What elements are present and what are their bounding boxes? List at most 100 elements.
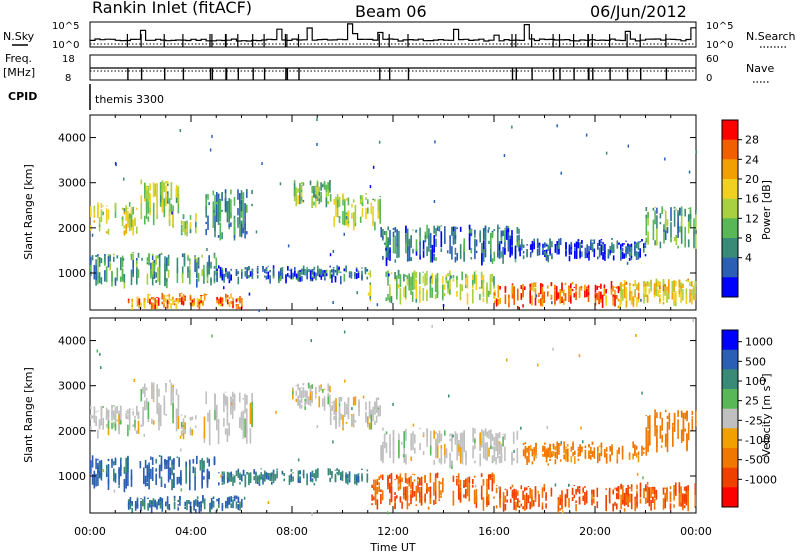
power-cell: [466, 292, 469, 305]
power-cell: [128, 218, 131, 232]
velocity-cell: [184, 429, 186, 434]
power-cell: [452, 279, 455, 282]
power-cell: [415, 280, 418, 294]
velocity-cell: [682, 494, 684, 502]
power-cell: [509, 239, 511, 258]
power-cell: [604, 243, 606, 247]
freq-label: Freq.: [5, 52, 32, 65]
power-cell: [438, 225, 441, 227]
velocity-cell: [398, 440, 400, 459]
power-cell: [630, 243, 633, 246]
velocity-cell: [168, 504, 171, 510]
power-cell: [322, 184, 324, 188]
velocity-cell: [493, 474, 495, 484]
velocity-cell: [565, 454, 567, 462]
velocity-cell: [639, 482, 642, 491]
velocity-colorbar-segment: [722, 369, 738, 390]
velocity-cell: [559, 459, 562, 462]
velocity-cell: [482, 479, 485, 486]
power-cell: [598, 291, 600, 304]
power-cell: [435, 257, 437, 261]
power-cell: [121, 207, 124, 210]
power-cell: [113, 256, 115, 262]
power-cell: [151, 261, 154, 275]
power-cell: [575, 291, 577, 297]
power-cell: [241, 269, 243, 272]
power-cell: [367, 272, 370, 275]
power-cell: [412, 229, 414, 231]
velocity-cell: [434, 473, 437, 480]
power-cell: [251, 273, 254, 279]
power-cell: [165, 297, 167, 303]
power-cell: [331, 278, 333, 281]
velocity-cell: [643, 488, 645, 491]
power-cell: [526, 249, 528, 258]
velocity-cell: [593, 447, 596, 452]
velocity-cell: [150, 468, 152, 480]
time-tick-label: 08:00: [276, 525, 308, 538]
power-cell: [237, 217, 239, 228]
velocity-cell: [480, 485, 483, 496]
power-cell: [440, 248, 443, 253]
velocity-cell: [237, 504, 240, 511]
velocity-cell: [426, 483, 428, 490]
power-cell: [436, 225, 439, 228]
power-cell: [668, 279, 670, 294]
velocity-cell: [637, 451, 640, 456]
velocity-cell: [608, 498, 611, 504]
power-cell: [600, 299, 602, 303]
power-cell: [689, 289, 691, 292]
power-cell: [554, 244, 557, 251]
velocity-cell: [480, 493, 483, 500]
power-cell: [499, 286, 501, 288]
power-cell: [228, 277, 231, 284]
power-cell: [629, 282, 631, 286]
power-cell: [91, 255, 94, 257]
velocity-cell: [456, 433, 458, 446]
velocity-cell: [114, 406, 117, 421]
power-cell: [600, 283, 602, 289]
velocity-cell: [486, 442, 488, 457]
power-cell: [603, 284, 606, 289]
velocity-point: [275, 410, 277, 414]
power-cell: [543, 291, 546, 302]
velocity-cell: [691, 418, 694, 432]
power-cell: [246, 189, 248, 192]
velocity-cell: [128, 408, 131, 416]
velocity-cell: [497, 433, 499, 439]
velocity-cell: [300, 387, 303, 389]
velocity-cell: [232, 477, 234, 486]
power-cell: [470, 257, 473, 260]
velocity-point: [398, 483, 400, 487]
power-cell: [568, 285, 570, 292]
velocity-cell: [242, 410, 245, 426]
power-cell: [662, 279, 665, 286]
velocity-cell: [158, 468, 161, 479]
power-cell: [593, 251, 596, 258]
power-cell: [221, 269, 224, 275]
velocity-point: [332, 440, 334, 444]
power-cell: [167, 183, 169, 186]
power-cell: [498, 244, 501, 252]
power-cell: [125, 205, 127, 213]
velocity-cell: [545, 492, 547, 501]
power-cell: [445, 274, 448, 278]
velocity-cell: [672, 422, 674, 426]
velocity-cell: [355, 480, 358, 486]
power-cell: [429, 232, 432, 249]
power-cell: [180, 225, 183, 234]
power-cell: [629, 291, 631, 301]
velocity-cell: [366, 473, 369, 481]
velocity-cell: [415, 485, 418, 502]
velocity-cell: [300, 404, 303, 409]
velocity-cell: [244, 393, 246, 414]
velocity-cell: [166, 460, 168, 469]
power-cell: [265, 275, 268, 280]
velocity-cell: [196, 455, 198, 465]
power-cell: [309, 181, 312, 186]
power-cell: [256, 269, 259, 272]
velocity-cell: [556, 451, 558, 460]
power-cell: [302, 182, 305, 186]
velocity-cell: [184, 501, 186, 507]
power-cell: [347, 223, 350, 228]
